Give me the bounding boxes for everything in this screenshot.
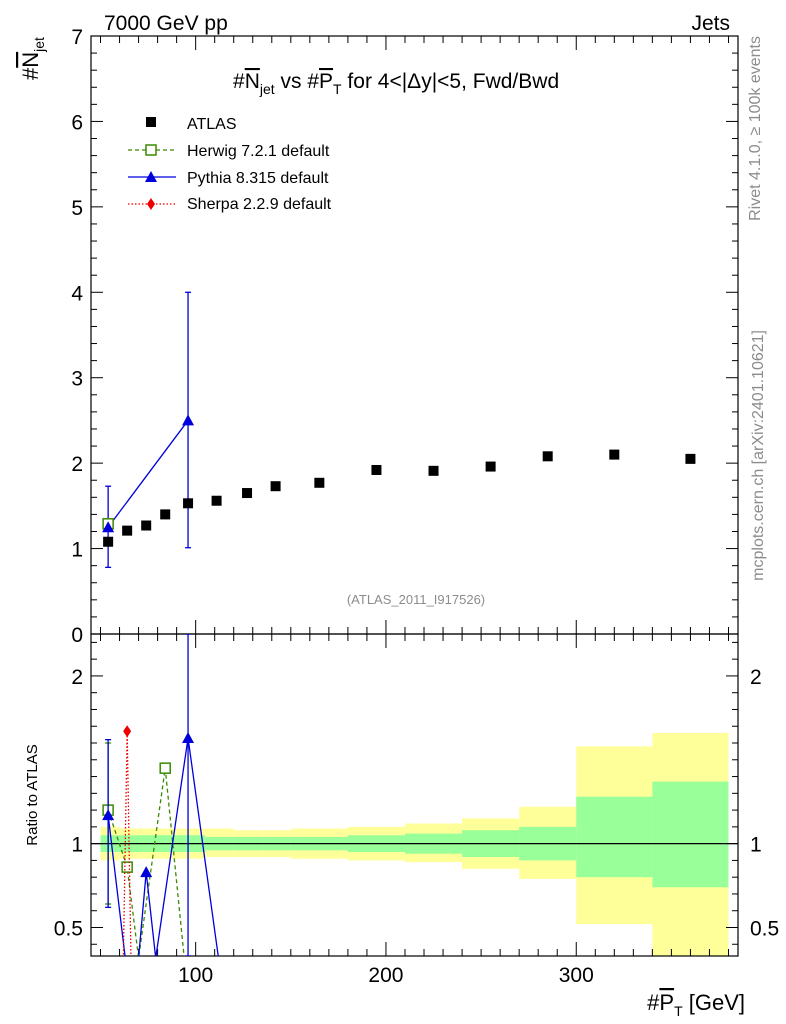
header-energy: 7000 GeV pp [104, 12, 228, 35]
main-atlas-point-9 [371, 464, 382, 475]
main-ytick-label-7: 7 [71, 26, 83, 49]
mcplots-label: mcplots.cern.ch [arXiv:2401.10621] [750, 330, 767, 581]
ratio-sherpa-point-1 [123, 725, 132, 738]
main-ytick-label-3: 3 [71, 368, 83, 391]
legend-atlas-label: ATLAS [187, 116, 237, 133]
title-p: P [319, 70, 333, 93]
xlabel-hash: # [647, 990, 660, 1015]
main-ytick-label-0: 0 [71, 624, 83, 647]
header-jets: Jets [691, 12, 730, 35]
ratio-ytick-label-left-1: 1 [71, 834, 83, 857]
legend-sherpa-label: Sherpa 2.2.9 default [187, 196, 332, 213]
main-ytick-label-2: 2 [71, 453, 83, 476]
main-atlas-point-1 [122, 525, 133, 536]
legend-herwig-label: Herwig 7.2.1 default [187, 143, 330, 160]
main-atlas-point-2 [141, 520, 152, 531]
svg-text:#Njet: #Njet [18, 37, 47, 80]
legend-pythia-label: Pythia 8.315 default [187, 170, 329, 187]
ratio-frame [90, 633, 739, 957]
main-ytick-label-6: 6 [71, 111, 83, 134]
ratio-herwig-line [107, 768, 185, 956]
title-tail: for 4<|Δy|<5, Fwd/Bwd [342, 70, 560, 93]
main-ytick-label-5: 5 [71, 197, 83, 220]
main-atlas-point-0 [103, 536, 114, 547]
xlabel-sub: T [674, 1003, 683, 1019]
main-pythia-line [107, 420, 189, 528]
band-inner-14 [652, 781, 729, 888]
main-panel: 0 1 2 3 4 5 6 7 [71, 26, 739, 647]
title-hash: # [233, 70, 245, 93]
ratio-series-group [102, 634, 219, 956]
ratio-ylabel: Ratio to ATLAS [24, 744, 41, 845]
main-atlas-point-7 [270, 481, 281, 492]
xtick-label-0: 100 [178, 964, 213, 987]
xlabel-p: P [659, 990, 674, 1015]
ratio-herwig-point-3 [159, 762, 171, 774]
main-ytick-label-4: 4 [71, 282, 83, 305]
band-inner-13 [576, 796, 653, 878]
main-ylabel-n: N [18, 52, 43, 68]
main-ylabel: #Njet [18, 37, 47, 80]
ratio-pythia-point-0 [102, 809, 115, 821]
legend-atlas-marker [146, 117, 156, 127]
legend-herwig-marker [145, 144, 157, 156]
main-atlas-point-6 [242, 488, 253, 499]
main-atlas-point-10 [428, 465, 439, 476]
main-atlas-point-11 [485, 461, 496, 472]
ratio-pythia-point-5 [182, 731, 195, 743]
main-atlas-point-3 [160, 509, 171, 520]
main-atlas-point-14 [685, 453, 696, 464]
main-ylabel-hash: # [18, 67, 43, 80]
main-ytick-label-1: 1 [71, 539, 83, 562]
title-mid: vs # [275, 70, 320, 93]
ratio-herwig-point-1 [121, 861, 133, 873]
title-nsub: jet [259, 81, 275, 97]
main-atlas-point-5 [211, 495, 222, 506]
title-psub: T [333, 81, 342, 97]
xlabel-unit: [GeV] [683, 990, 745, 1015]
legend-pythia-marker [145, 171, 157, 182]
legend: ATLAS Herwig 7.2.1 default Pythia 8.315 … [128, 116, 332, 213]
xtick-label-2: 300 [559, 964, 594, 987]
analysis-watermark: (ATLAS_2011_I917526) [347, 592, 485, 607]
title-n: N [245, 70, 260, 93]
ratio-ytick-label-left-0: 0.5 [54, 917, 83, 940]
main-ylabel-sub: jet [31, 37, 47, 53]
main-atlas-point-4 [183, 498, 194, 509]
main-pythia-point-1 [182, 414, 195, 426]
ratio-ytick-label-right-1: 1 [750, 834, 762, 857]
ratio-pythia-point-3 [140, 866, 153, 878]
main-pythia-point-0 [102, 521, 115, 533]
rivet-label: Rivet 4.1.0, ≥ 100k events [747, 36, 764, 221]
main-atlas-point-13 [609, 449, 620, 460]
legend-sherpa-marker [147, 198, 155, 210]
ratio-ytick-label-left-2: 2 [71, 666, 83, 689]
ratio-ytick-label-right-0: 0.5 [750, 917, 779, 940]
main-atlas-point-12 [542, 451, 553, 462]
xlabel: #PT [GeV] [647, 990, 745, 1019]
ratio-panel: 100 200 300 0.5 0.5 1 1 2 2 [54, 633, 779, 987]
main-title: #Njet vs #PT for 4<|Δy|<5, Fwd/Bwd [233, 70, 559, 97]
ratio-ytick-label-right-2: 2 [750, 666, 762, 689]
xtick-label-1: 200 [368, 964, 403, 987]
main-atlas-point-8 [314, 477, 325, 488]
